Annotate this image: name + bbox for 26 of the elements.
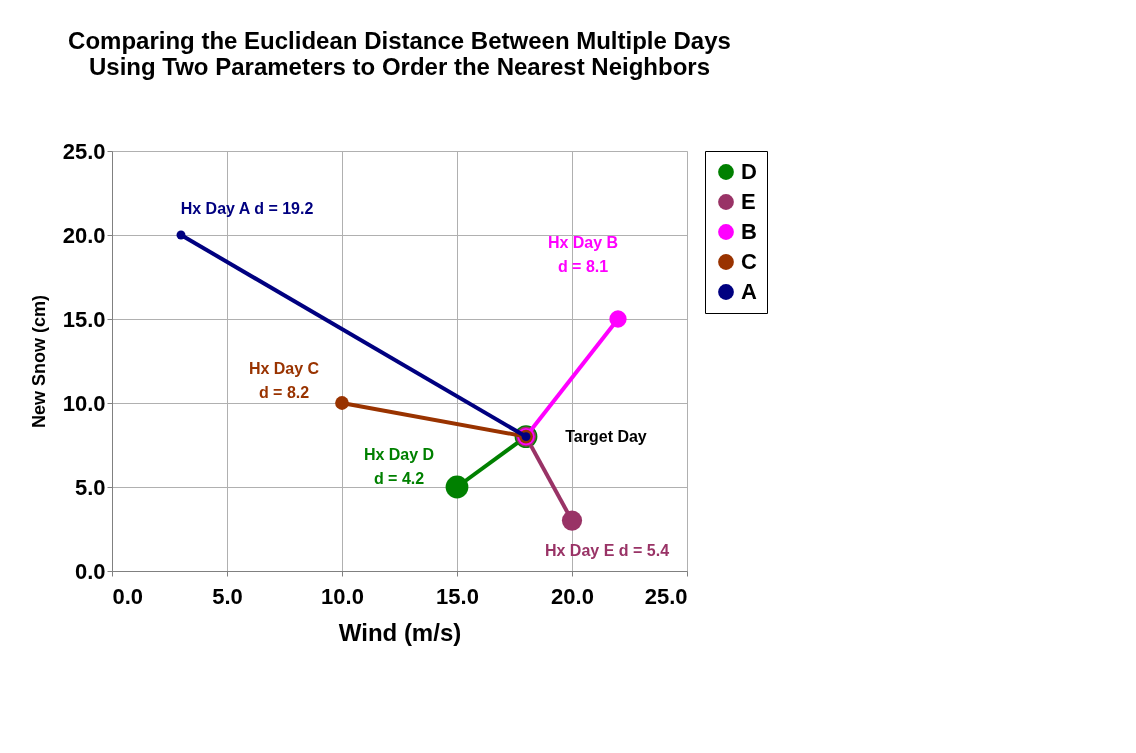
legend-label: A xyxy=(741,279,757,304)
annotation: Hx Day E d = 5.4 xyxy=(544,541,670,559)
chart-title: Comparing the Euclidean Distance Between Multiple Days Using Two Parameters to Order the Nearest Neighbors xyxy=(68,27,731,80)
y-tick-label: 5.0 xyxy=(74,474,106,500)
y-axis-title: New Snow (cm) xyxy=(28,294,49,429)
annotation: Hx Day B d = 8.1 xyxy=(547,234,619,275)
x-tick-label: 10.0 xyxy=(321,583,364,609)
legend-label: B xyxy=(741,219,757,244)
x-tick-label: 15.0 xyxy=(436,583,479,609)
legend-label: D xyxy=(741,159,757,184)
x-axis-title: Wind (m/s) xyxy=(338,618,462,646)
legend-label: E xyxy=(741,189,756,214)
x-tick-label: 0.0 xyxy=(112,583,144,609)
y-tick-label: 10.0 xyxy=(62,390,106,416)
x-tick-label: 20.0 xyxy=(551,583,594,609)
legend-label: C xyxy=(741,249,757,274)
x-tick-label: 5.0 xyxy=(212,583,243,609)
y-tick-label: 0.0 xyxy=(74,558,106,584)
annotation: Hx Day A d = 19.2 xyxy=(180,200,314,217)
annotation: Hx Day D d = 4.2 xyxy=(363,446,435,487)
y-tick-label: 15.0 xyxy=(62,306,106,332)
y-tick-label: 20.0 xyxy=(62,222,106,248)
x-tick-label: 25.0 xyxy=(644,583,688,609)
annotation: Hx Day C d = 8.2 xyxy=(248,360,320,401)
y-tick-label: 25.0 xyxy=(62,138,106,164)
annotation: Target Day xyxy=(565,427,647,445)
